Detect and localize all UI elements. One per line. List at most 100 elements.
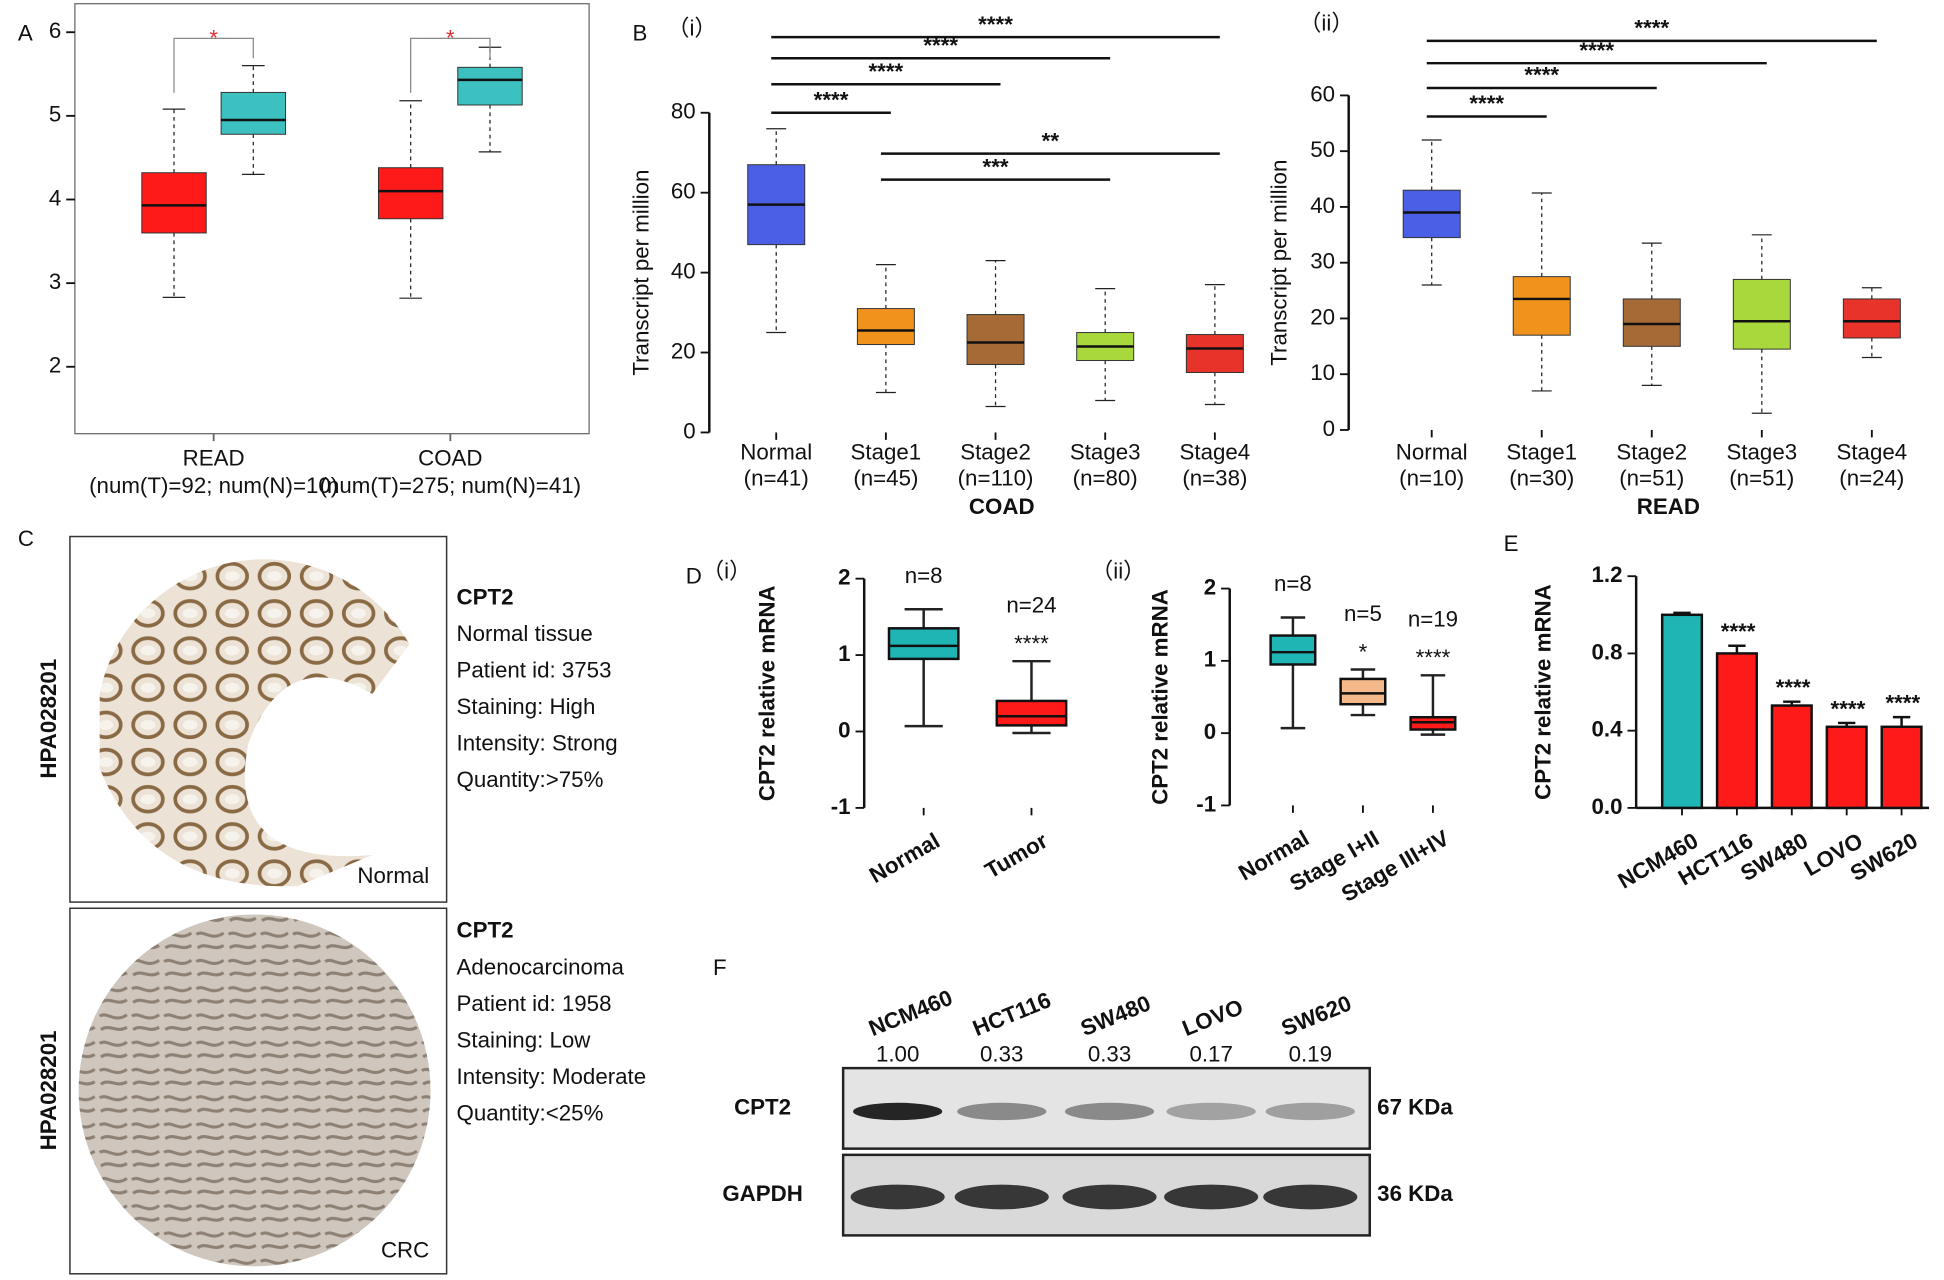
category-note: (n=41) [744, 465, 809, 490]
significance-label: **** [1416, 645, 1451, 670]
y-axis-label: Transcript per million [628, 170, 653, 376]
y-tick-label: 5 [49, 102, 61, 127]
image-caption: Normal [357, 863, 429, 888]
x-tick-label: Stage1 [851, 439, 922, 464]
sample-info: Staining: High [457, 694, 596, 719]
category-note: (num(T)=275; num(N)=41) [320, 473, 581, 498]
x-tick-label: COAD [418, 446, 482, 471]
tissue-image [78, 914, 431, 1267]
category-note: (n=45) [853, 465, 918, 490]
band [1166, 1102, 1256, 1121]
band [954, 1184, 1049, 1210]
y-tick-label: 0.8 [1592, 639, 1623, 664]
x-tick-label: Normal [740, 439, 812, 464]
box [887, 627, 960, 661]
y-tick-label: -1 [831, 794, 851, 819]
box [457, 66, 523, 106]
n-label: n=24 [1006, 593, 1056, 618]
x-tick-label: Stage2 [960, 439, 1031, 464]
subpanel-label: （i） [702, 558, 752, 583]
significance-label: * [1359, 639, 1368, 664]
sample-info: Quantity:>75% [457, 767, 604, 792]
box [1622, 298, 1681, 347]
y-axis-label: CPT2 relative mRNA [1147, 589, 1172, 805]
band [957, 1102, 1047, 1121]
box [1732, 278, 1791, 350]
x-tick-label: Stage4 [1180, 439, 1251, 464]
comparison-label: **** [1579, 38, 1614, 63]
band [1263, 1184, 1358, 1210]
bar [1715, 652, 1758, 810]
x-tick-label: READ [183, 446, 245, 471]
sample-info: Staining: Low [457, 1027, 592, 1052]
y-tick-label: 20 [671, 338, 696, 363]
bar [1660, 613, 1704, 810]
y-tick-label: 2 [1204, 574, 1216, 599]
band [1062, 1184, 1157, 1210]
size-label: 36 KDa [1377, 1181, 1453, 1206]
antibody-label: HPA028201 [36, 659, 61, 779]
sample-info: Intensity: Moderate [457, 1064, 647, 1089]
panel-label: C [18, 526, 34, 551]
antibody-label: HPA028201 [36, 1031, 61, 1151]
value-label: 0.33 [980, 1042, 1023, 1067]
plot-frame [74, 3, 590, 435]
sample-info: CPT2 [457, 584, 514, 609]
category-note: (num(T)=92; num(N)=10) [89, 473, 338, 498]
lane-label: HCT116 [969, 987, 1054, 1041]
n-label: n=8 [1274, 571, 1312, 596]
subpanel-label: （ii） [1091, 558, 1146, 583]
y-tick-label: 10 [1310, 360, 1335, 385]
y-tick-label: 60 [671, 179, 696, 204]
box [966, 314, 1025, 366]
y-tick-label: -1 [1196, 791, 1216, 816]
y-tick-label: 0 [1323, 416, 1335, 441]
category-note: (n=80) [1073, 465, 1138, 490]
sample-info: Quantity:<25% [457, 1100, 604, 1125]
box [220, 91, 287, 135]
x-tick-label: Normal [865, 828, 944, 888]
y-tick-label: 20 [1310, 304, 1335, 329]
x-tick-label: Normal [1396, 439, 1468, 464]
category-note: (n=110) [958, 465, 1034, 490]
comparison-label: **** [1469, 91, 1504, 116]
sample-info: Intensity: Strong [457, 731, 618, 756]
comparison-label: **** [869, 59, 904, 84]
bar [1770, 704, 1813, 810]
lane-label: NCM460 [865, 985, 956, 1041]
band [1064, 1102, 1155, 1121]
lane-label: SW480 [1077, 990, 1154, 1041]
y-tick-label: 60 [1310, 81, 1335, 106]
x-tick-label: Tumor [981, 828, 1052, 884]
bar [1880, 725, 1923, 810]
category-note: (n=51) [1729, 465, 1794, 490]
sample-info: Normal tissue [457, 621, 593, 646]
value-label: 0.17 [1189, 1042, 1232, 1067]
box [1842, 298, 1901, 339]
significance-label: * [209, 26, 218, 51]
sample-info: CPT2 [457, 918, 514, 943]
significance-label: **** [1885, 691, 1920, 716]
band [1164, 1184, 1259, 1210]
box [377, 167, 444, 220]
y-tick-label: 40 [1310, 193, 1335, 218]
box [856, 308, 915, 346]
y-tick-label: 0 [683, 418, 695, 443]
row-label: GAPDH [722, 1181, 803, 1206]
comparison-label: **** [814, 87, 849, 112]
x-tick-label: Stage4 [1837, 439, 1908, 464]
band [853, 1102, 943, 1121]
sample-info: Patient id: 3753 [457, 657, 612, 682]
row-label: CPT2 [734, 1094, 791, 1119]
box [1339, 677, 1387, 706]
y-axis-label: CPT2 relative mRNA [1530, 584, 1555, 800]
lane-label: SW620 [1278, 990, 1355, 1041]
bar [1825, 725, 1868, 810]
category-note: (n=51) [1619, 465, 1684, 490]
y-tick-label: 2 [49, 353, 61, 378]
band [850, 1184, 945, 1210]
x-tick-label: Stage3 [1726, 439, 1797, 464]
box [1269, 634, 1317, 666]
panel-label: F [713, 955, 727, 980]
